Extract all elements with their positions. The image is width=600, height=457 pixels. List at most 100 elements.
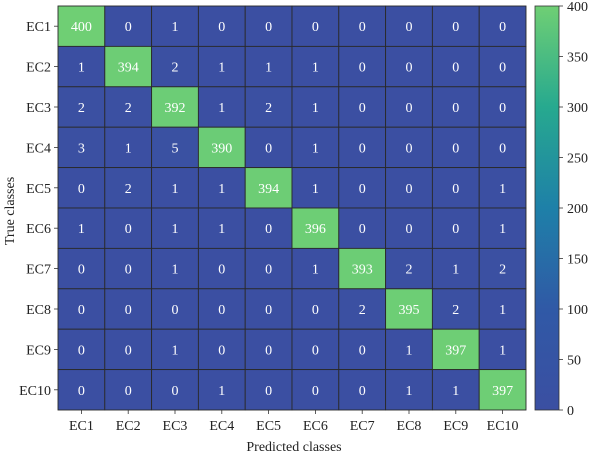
cell-value-label: 5 bbox=[172, 141, 179, 156]
heatmap-cell bbox=[385, 86, 433, 128]
cell-value-label: 397 bbox=[492, 384, 513, 399]
cell-value-label: 0 bbox=[452, 101, 459, 116]
heatmap-cell bbox=[431, 288, 480, 330]
heatmap-cell bbox=[291, 247, 340, 290]
cell-value-label: 0 bbox=[265, 20, 272, 35]
heatmap-cell bbox=[478, 288, 527, 330]
heatmap-cell bbox=[431, 167, 480, 209]
cell-value-label: 2 bbox=[172, 61, 179, 76]
cell-value-label: 0 bbox=[312, 384, 319, 399]
cell-value-label: 1 bbox=[218, 222, 225, 237]
heatmap-cell bbox=[291, 369, 340, 411]
y-axis-label: True classes bbox=[3, 177, 18, 245]
cell-value-label: 0 bbox=[78, 303, 85, 318]
cell-value-label: 0 bbox=[359, 343, 366, 358]
cell-value-label: 0 bbox=[359, 141, 366, 156]
cell-value-label: 1 bbox=[452, 384, 459, 399]
cell-value-label: 2 bbox=[406, 263, 413, 278]
y-tick-label: EC2 bbox=[26, 61, 51, 76]
heatmap-cell bbox=[431, 86, 480, 128]
cell-value-label: 392 bbox=[165, 101, 186, 116]
heatmap-cell bbox=[57, 369, 106, 411]
cell-value-label: 0 bbox=[452, 20, 459, 35]
cell-value-label: 390 bbox=[211, 141, 232, 156]
cell-value-label: 0 bbox=[312, 343, 319, 358]
heatmap-cell bbox=[104, 288, 153, 330]
y-tick-labels: EC1 EC2 EC3 EC4 EC5 EC6 EC7 EC8 EC9 EC10 bbox=[19, 20, 58, 399]
cell-value-label: 2 bbox=[265, 101, 272, 116]
cell-value-label: 0 bbox=[406, 182, 413, 197]
cell-value-label: 0 bbox=[359, 101, 366, 116]
heatmap-cell bbox=[291, 45, 340, 88]
heatmap-cell bbox=[244, 288, 293, 330]
x-tick-labels: EC1 EC2 EC3 EC4 EC5 EC6 EC7 EC8 EC9 EC10 bbox=[69, 410, 519, 434]
y-tick-label: EC8 bbox=[26, 303, 51, 318]
cell-value-label: 0 bbox=[499, 20, 506, 35]
x-tick-label: EC10 bbox=[487, 419, 519, 434]
y-tick-label: EC5 bbox=[26, 182, 51, 197]
colorbar-tick-label: 100 bbox=[567, 303, 588, 318]
cell-value-label: 0 bbox=[78, 384, 85, 399]
cell-value-label: 1 bbox=[172, 343, 179, 358]
cell-value-label: 1 bbox=[218, 182, 225, 197]
cell-value-label: 0 bbox=[78, 182, 85, 197]
heatmap-cell bbox=[244, 167, 293, 209]
heatmap-cell bbox=[104, 45, 153, 88]
cell-value-label: 0 bbox=[78, 263, 85, 278]
cell-value-label: 0 bbox=[125, 20, 132, 35]
cell-value-label: 0 bbox=[406, 101, 413, 116]
x-tick-label: EC3 bbox=[163, 419, 188, 434]
heatmap-cell bbox=[385, 5, 433, 47]
cell-value-label: 0 bbox=[359, 384, 366, 399]
cell-value-label: 1 bbox=[312, 61, 319, 76]
cell-value-label: 0 bbox=[359, 182, 366, 197]
cell-value-label: 0 bbox=[406, 222, 413, 237]
cell-value-label: 0 bbox=[499, 141, 506, 156]
heatmap-cell bbox=[197, 288, 246, 330]
heatmap-cell bbox=[478, 369, 527, 411]
cell-value-label: 1 bbox=[172, 182, 179, 197]
cell-value-label: 400 bbox=[71, 20, 92, 35]
cell-value-label: 1 bbox=[218, 384, 225, 399]
y-tick-label: EC6 bbox=[26, 222, 51, 237]
heatmap-cell bbox=[197, 45, 246, 88]
colorbar-tick-labels: 0 50 100 150 200 250 300 350 400 bbox=[559, 0, 588, 419]
cell-value-label: 0 bbox=[218, 263, 225, 278]
x-tick-label: EC1 bbox=[69, 419, 94, 434]
heatmap-cell bbox=[478, 5, 527, 47]
heatmap-cell bbox=[291, 207, 340, 249]
cell-value-label: 1 bbox=[452, 263, 459, 278]
cell-value-label: 1 bbox=[499, 222, 506, 237]
heatmap-cell bbox=[197, 247, 246, 290]
x-tick-label: EC9 bbox=[443, 419, 468, 434]
cell-value-label: 2 bbox=[125, 101, 132, 116]
x-axis-label: Predicted classes bbox=[246, 440, 341, 455]
cell-value-label: 0 bbox=[265, 303, 272, 318]
colorbar-tick-label: 400 bbox=[567, 0, 588, 15]
cell-value-label: 393 bbox=[352, 263, 373, 278]
cell-value-label: 0 bbox=[125, 222, 132, 237]
cell-value-label: 0 bbox=[172, 303, 179, 318]
cell-value-label: 0 bbox=[452, 222, 459, 237]
cell-value-label: 0 bbox=[125, 343, 132, 358]
cell-value-label: 0 bbox=[406, 141, 413, 156]
cell-value-label: 0 bbox=[452, 182, 459, 197]
cell-value-label: 0 bbox=[172, 384, 179, 399]
heatmap-cell bbox=[338, 167, 387, 209]
heatmap-cell bbox=[385, 369, 433, 411]
y-tick-label: EC10 bbox=[19, 384, 51, 399]
x-tick-label: EC5 bbox=[256, 419, 281, 434]
heatmap-cell bbox=[431, 369, 480, 411]
heatmap-cell bbox=[104, 328, 153, 371]
x-tick-label: EC6 bbox=[303, 419, 328, 434]
heatmap-cell bbox=[385, 45, 433, 88]
x-tick-label: EC7 bbox=[350, 419, 375, 434]
heatmap-cell bbox=[57, 5, 106, 47]
cell-value-label: 1 bbox=[406, 384, 413, 399]
cell-value-label: 396 bbox=[305, 222, 326, 237]
cell-value-label: 0 bbox=[312, 303, 319, 318]
heatmap-cell bbox=[338, 86, 387, 128]
y-tick-label: EC4 bbox=[26, 141, 51, 156]
heatmap-cell bbox=[431, 328, 480, 371]
heatmap-cell bbox=[338, 126, 387, 169]
